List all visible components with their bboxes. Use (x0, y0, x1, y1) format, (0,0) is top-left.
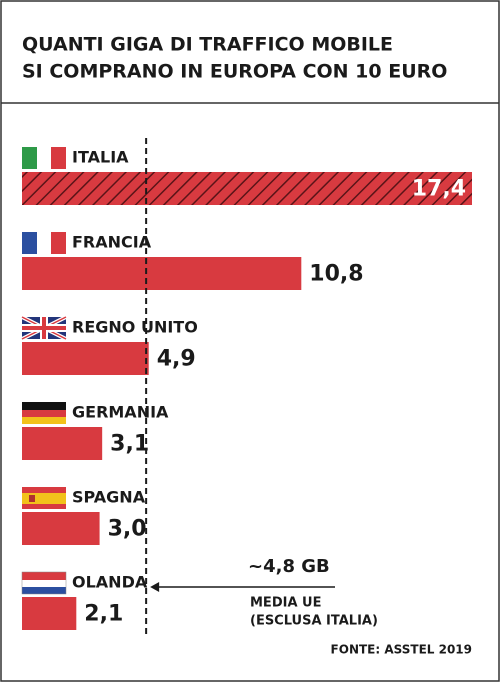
bar (22, 597, 77, 630)
category-label: REGNO UNITO (72, 318, 198, 337)
reference-label: ~4,8 GB (248, 556, 330, 577)
flag-germania (22, 402, 66, 424)
category-label: ITALIA (72, 148, 129, 167)
bar (22, 257, 302, 290)
value-label: 2,1 (84, 602, 123, 627)
reference-arrowhead (150, 582, 160, 592)
value-label: 17,4 (412, 177, 466, 202)
flag-regno-unito (21, 315, 67, 341)
flag-spagna (22, 487, 66, 509)
value-label: 10,8 (309, 262, 363, 287)
reference-note: MEDIA UE (250, 596, 321, 611)
value-label: 3,1 (110, 432, 149, 457)
chart-title: QUANTI GIGA DI TRAFFICO MOBILE (22, 34, 393, 56)
category-label: GERMANIA (72, 403, 169, 422)
flag-francia (22, 232, 66, 254)
value-label: 4,9 (157, 347, 196, 372)
reference-note: (ESCLUSA ITALIA) (250, 614, 378, 629)
bar (22, 172, 472, 205)
bar (22, 427, 103, 460)
category-label: SPAGNA (72, 488, 146, 507)
category-label: OLANDA (72, 573, 148, 592)
flag-italia (22, 147, 66, 169)
bar (22, 342, 149, 375)
bar (22, 512, 100, 545)
category-label: FRANCIA (72, 233, 152, 252)
flag-olanda (21, 571, 67, 595)
chart-title: SI COMPRANO IN EUROPA CON 10 EURO (22, 61, 447, 83)
value-label: 3,0 (108, 517, 147, 542)
source: FONTE: ASSTEL 2019 (331, 643, 472, 657)
